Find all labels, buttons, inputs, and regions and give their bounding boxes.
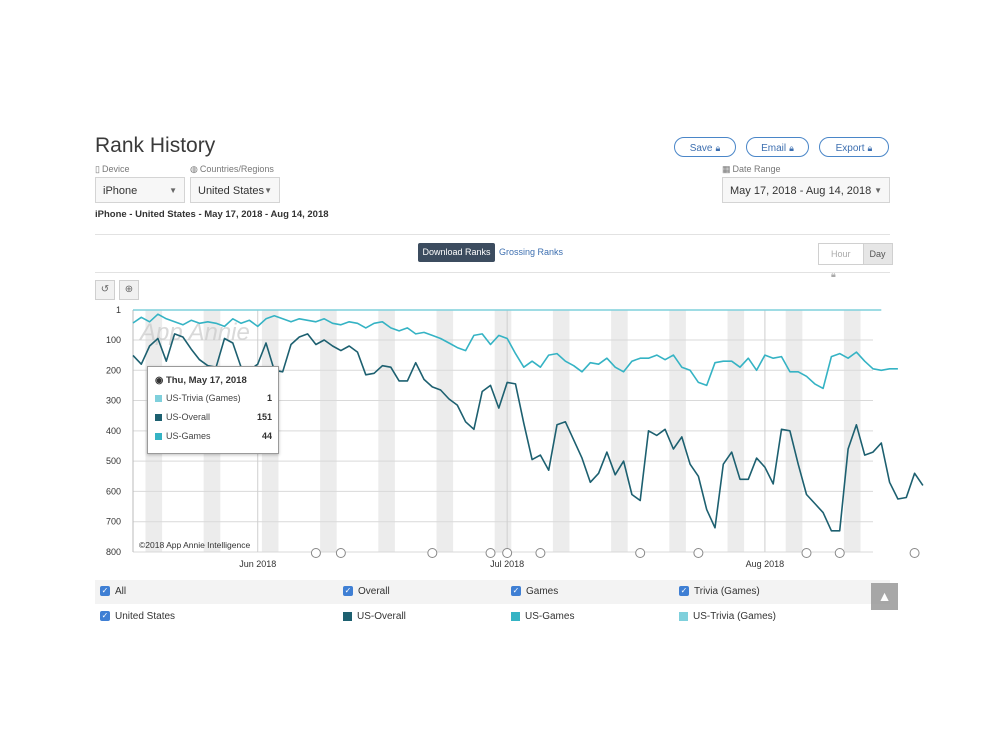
event-marker-icon — [485, 548, 496, 558]
x-tick-label: Aug 2018 — [746, 559, 785, 569]
lock-icon: 🔒︎ — [867, 143, 873, 153]
divider — [95, 272, 890, 273]
legend-all[interactable]: ✓ All — [100, 586, 127, 597]
countries-select[interactable]: United States ▼ — [190, 177, 280, 203]
device-label: ▯ Device — [95, 164, 130, 174]
globe-icon: ◉ — [155, 375, 164, 386]
countries-value: United States — [198, 185, 265, 197]
legend-overall[interactable]: ✓ Overall — [343, 586, 390, 597]
lock-icon: 🔒︎ — [715, 143, 721, 153]
chevron-up-icon: ▲ — [877, 588, 892, 604]
tab-download-ranks[interactable]: Download Ranks — [418, 243, 495, 262]
chevron-down-icon: ▼ — [264, 186, 272, 195]
series-swatch — [679, 611, 688, 621]
legend-us-trivia[interactable]: US-Trivia (Games) — [679, 605, 776, 629]
legend-categories: ✓ All ✓ Overall ✓ Games ✓ Trivia (Games) — [95, 580, 890, 604]
series-swatch — [155, 414, 162, 421]
y-tick-label: 400 — [106, 426, 121, 436]
date-range-select[interactable]: May 17, 2018 - Aug 14, 2018 ▼ — [722, 177, 890, 203]
series-line-us-games — [132, 313, 898, 390]
series-line-us-overall — [132, 333, 924, 532]
y-tick-label: 600 — [106, 486, 121, 496]
y-tick-label: 200 — [106, 365, 121, 375]
checkbox-icon: ✓ — [100, 586, 110, 597]
day-option[interactable]: Day — [863, 244, 892, 264]
chart-tooltip: ◉ Thu, May 17, 2018 US-Trivia (Games) 1 U… — [147, 366, 279, 454]
email-button[interactable]: Email 🔒︎ — [746, 137, 809, 157]
tooltip-row: US-Overall 151 — [155, 412, 272, 424]
save-button[interactable]: Save 🔒︎ — [674, 137, 736, 157]
series-swatch — [155, 433, 162, 440]
device-value: iPhone — [103, 185, 138, 197]
granularity-toggle: Hour 🔒︎ Day — [818, 243, 893, 279]
checkbox-icon: ✓ — [100, 611, 110, 622]
event-marker-icon — [310, 548, 321, 558]
y-tick-label: 800 — [106, 547, 121, 557]
event-marker-icon — [535, 548, 546, 558]
event-marker-icon — [335, 548, 346, 558]
x-tick-label: Jul 2018 — [490, 559, 524, 569]
copyright: ©2018 App Annie Intelligence — [139, 540, 251, 550]
event-marker-icon — [834, 548, 845, 558]
device-icon: ▯ — [95, 164, 100, 174]
filter-summary: iPhone - United States - May 17, 2018 - … — [95, 209, 329, 220]
export-label: Export — [835, 143, 865, 154]
legend-us-games[interactable]: US-Games — [511, 605, 574, 629]
event-marker-icon — [635, 548, 646, 558]
x-tick-label: Jun 2018 — [239, 559, 276, 569]
export-button[interactable]: Export 🔒︎ — [819, 137, 889, 157]
checkbox-icon: ✓ — [343, 586, 353, 597]
chevron-down-icon: ▼ — [874, 186, 882, 195]
legend-united-states[interactable]: ✓ United States — [100, 611, 176, 622]
tooltip-row: US-Games 44 — [155, 431, 272, 443]
legend-games[interactable]: ✓ Games — [511, 586, 559, 597]
tab-grossing-ranks[interactable]: Grossing Ranks — [499, 247, 564, 257]
page-title: Rank History — [95, 134, 216, 157]
y-tick-label: 300 — [106, 396, 121, 406]
event-marker-icon — [502, 548, 513, 558]
legend-series: ✓ United States US-Overall US-Games US-Tr… — [95, 605, 890, 629]
lock-icon: 🔒︎ — [831, 269, 836, 279]
tooltip-date: ◉ Thu, May 17, 2018 — [155, 375, 247, 386]
date-range-value: May 17, 2018 - Aug 14, 2018 — [730, 185, 872, 197]
event-marker-icon — [427, 548, 438, 558]
event-marker-icon — [693, 548, 704, 558]
calendar-icon: ▦ — [722, 164, 731, 174]
y-tick-label: 500 — [106, 456, 121, 466]
y-tick-label: 1 — [116, 305, 121, 315]
countries-label: ◍ Countries/Regions — [190, 164, 274, 174]
date-range-label: ▦ Date Range — [722, 164, 781, 174]
event-marker-icon — [909, 548, 920, 558]
globe-icon: ◍ — [190, 164, 198, 174]
y-tick-label: 700 — [106, 517, 121, 527]
checkbox-icon: ✓ — [511, 586, 521, 597]
series-swatch — [343, 611, 352, 621]
reset-zoom-icon[interactable]: ↺ — [95, 280, 115, 300]
legend-us-overall[interactable]: US-Overall — [343, 605, 406, 629]
lock-icon: 🔒︎ — [789, 143, 794, 153]
tooltip-row: US-Trivia (Games) 1 — [155, 393, 272, 405]
series-swatch — [511, 611, 520, 621]
chevron-down-icon: ▼ — [169, 186, 177, 195]
hour-option[interactable]: Hour 🔒︎ — [819, 244, 864, 279]
email-label: Email — [761, 143, 787, 154]
zoom-icon[interactable]: ⊕ — [119, 280, 139, 300]
divider — [95, 234, 890, 235]
device-select[interactable]: iPhone ▼ — [95, 177, 185, 203]
scroll-to-top-button[interactable]: ▲ — [871, 583, 898, 610]
save-label: Save — [689, 143, 713, 154]
series-swatch — [155, 395, 162, 402]
checkbox-icon: ✓ — [679, 586, 689, 597]
event-marker-icon — [801, 548, 812, 558]
y-tick-label: 100 — [106, 335, 121, 345]
legend-trivia[interactable]: ✓ Trivia (Games) — [679, 586, 760, 597]
